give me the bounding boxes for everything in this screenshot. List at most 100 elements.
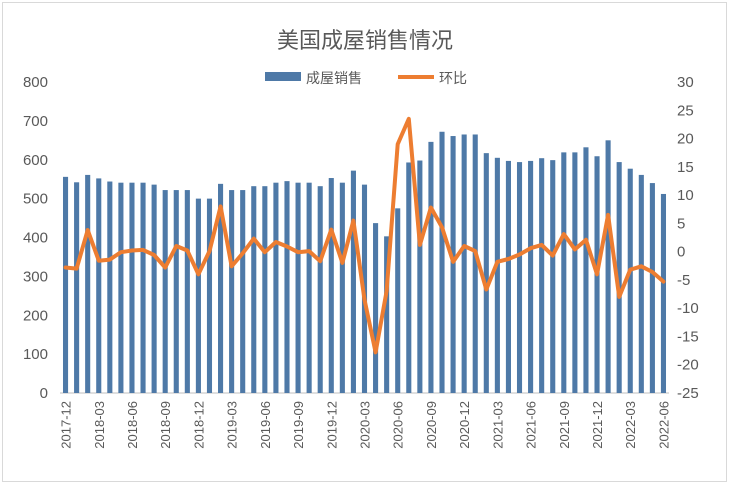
bar — [572, 152, 578, 393]
bar — [140, 182, 146, 393]
bar — [483, 153, 489, 393]
chart-title: 美国成屋销售情况 — [277, 29, 453, 54]
bar — [384, 236, 390, 393]
x-tick-label: 2018-12 — [191, 401, 206, 449]
bar — [206, 198, 213, 393]
legend-label-sales: 成屋销售 — [306, 71, 362, 87]
y-right-tick-label: 10 — [677, 187, 694, 204]
bar — [539, 158, 545, 393]
bar — [151, 184, 157, 393]
bar — [251, 186, 257, 393]
bar — [284, 181, 290, 393]
y-left-tick-label: 700 — [23, 113, 48, 130]
bar — [505, 160, 511, 393]
y-left-tick-label: 500 — [23, 191, 48, 208]
bar — [472, 134, 478, 393]
bar — [317, 186, 323, 393]
x-tick-label: 2021-03 — [490, 401, 505, 449]
x-tick-label: 2019-03 — [225, 401, 240, 449]
bar — [450, 136, 456, 393]
bar — [439, 131, 445, 393]
bar — [62, 176, 69, 393]
bar — [273, 182, 279, 393]
x-tick-label: 2022-06 — [656, 401, 671, 449]
bar — [605, 140, 611, 393]
plot-area: 0 100 200 300 400 500 600 700 800 -25 -20 -15 -10 -5 0… — [23, 74, 699, 449]
bar — [195, 198, 201, 393]
x-tick-label: 2018-09 — [158, 401, 173, 449]
x-tick-label: 2019-12 — [324, 401, 339, 449]
y-left-tick-label: 200 — [23, 307, 48, 324]
y-left-tick-label: 800 — [23, 74, 48, 91]
bar — [417, 160, 423, 393]
y-right-tick-label: -15 — [677, 328, 699, 345]
bar — [74, 182, 80, 393]
bar — [295, 182, 301, 393]
y-right-tick-label: 30 — [677, 74, 694, 91]
bar — [184, 190, 190, 393]
bar — [395, 208, 401, 393]
bar — [428, 141, 434, 393]
y-right-tick-label: 15 — [677, 159, 694, 176]
y-left-tick-label: 300 — [23, 268, 48, 285]
bar — [373, 223, 379, 393]
bar — [616, 162, 622, 393]
y-right-tick-label: -5 — [677, 272, 690, 289]
x-tick-label: 2019-09 — [291, 401, 306, 449]
bar — [627, 168, 633, 393]
bar — [550, 160, 556, 393]
x-tick-label: 2018-06 — [125, 401, 140, 449]
y-left-tick-label: 100 — [23, 346, 48, 363]
x-tick-label: 2021-12 — [590, 401, 605, 449]
x-tick-label: 2020-09 — [424, 401, 439, 449]
y-right-tick-label: 25 — [677, 102, 694, 119]
bar — [461, 134, 467, 393]
y-right-tick-label: 20 — [677, 131, 694, 148]
bar — [85, 174, 91, 393]
x-tick-label: 2020-12 — [457, 401, 472, 449]
bar — [528, 160, 534, 393]
bar — [649, 183, 655, 393]
y-left-tick-label: 600 — [23, 152, 48, 169]
legend: 成屋销售 环比 — [265, 71, 467, 87]
bar — [561, 152, 567, 393]
y-right-tick-label: -10 — [677, 300, 699, 317]
legend-swatch-sales — [265, 72, 301, 81]
x-tick-label: 2020-06 — [391, 401, 406, 449]
bar — [583, 147, 589, 393]
x-tick-label: 2018-03 — [92, 401, 107, 449]
x-tick-label: 2020-03 — [358, 401, 373, 449]
bar — [107, 181, 113, 393]
bar — [306, 182, 312, 393]
y-right-tick-label: -25 — [677, 385, 699, 402]
bar — [328, 178, 334, 393]
bar — [229, 190, 235, 393]
bar — [339, 182, 345, 393]
bar — [240, 190, 246, 393]
y-left-tick-label: 400 — [23, 230, 48, 247]
legend-label-mom: 环比 — [439, 71, 467, 87]
bar — [660, 193, 667, 393]
y-right-tick-label: 5 — [677, 215, 685, 232]
y-right-tick-label: 0 — [677, 244, 685, 261]
y-right-tick-label: -20 — [677, 357, 699, 374]
bar — [173, 190, 179, 393]
bar — [262, 186, 268, 393]
bar — [96, 178, 102, 393]
bar — [350, 170, 356, 393]
bar — [129, 182, 135, 393]
x-tick-label: 2017-12 — [59, 401, 74, 449]
bar — [162, 190, 168, 393]
bar — [218, 183, 224, 393]
x-tick-label: 2022-03 — [623, 401, 638, 449]
bar — [406, 162, 412, 393]
y-left-tick-label: 0 — [40, 385, 48, 402]
bar — [638, 174, 644, 393]
bar — [516, 162, 523, 393]
bar — [494, 157, 500, 393]
bar — [118, 182, 124, 393]
x-tick-label: 2021-06 — [524, 401, 539, 449]
x-tick-label: 2019-06 — [258, 401, 273, 449]
line-series-mom — [63, 116, 666, 355]
